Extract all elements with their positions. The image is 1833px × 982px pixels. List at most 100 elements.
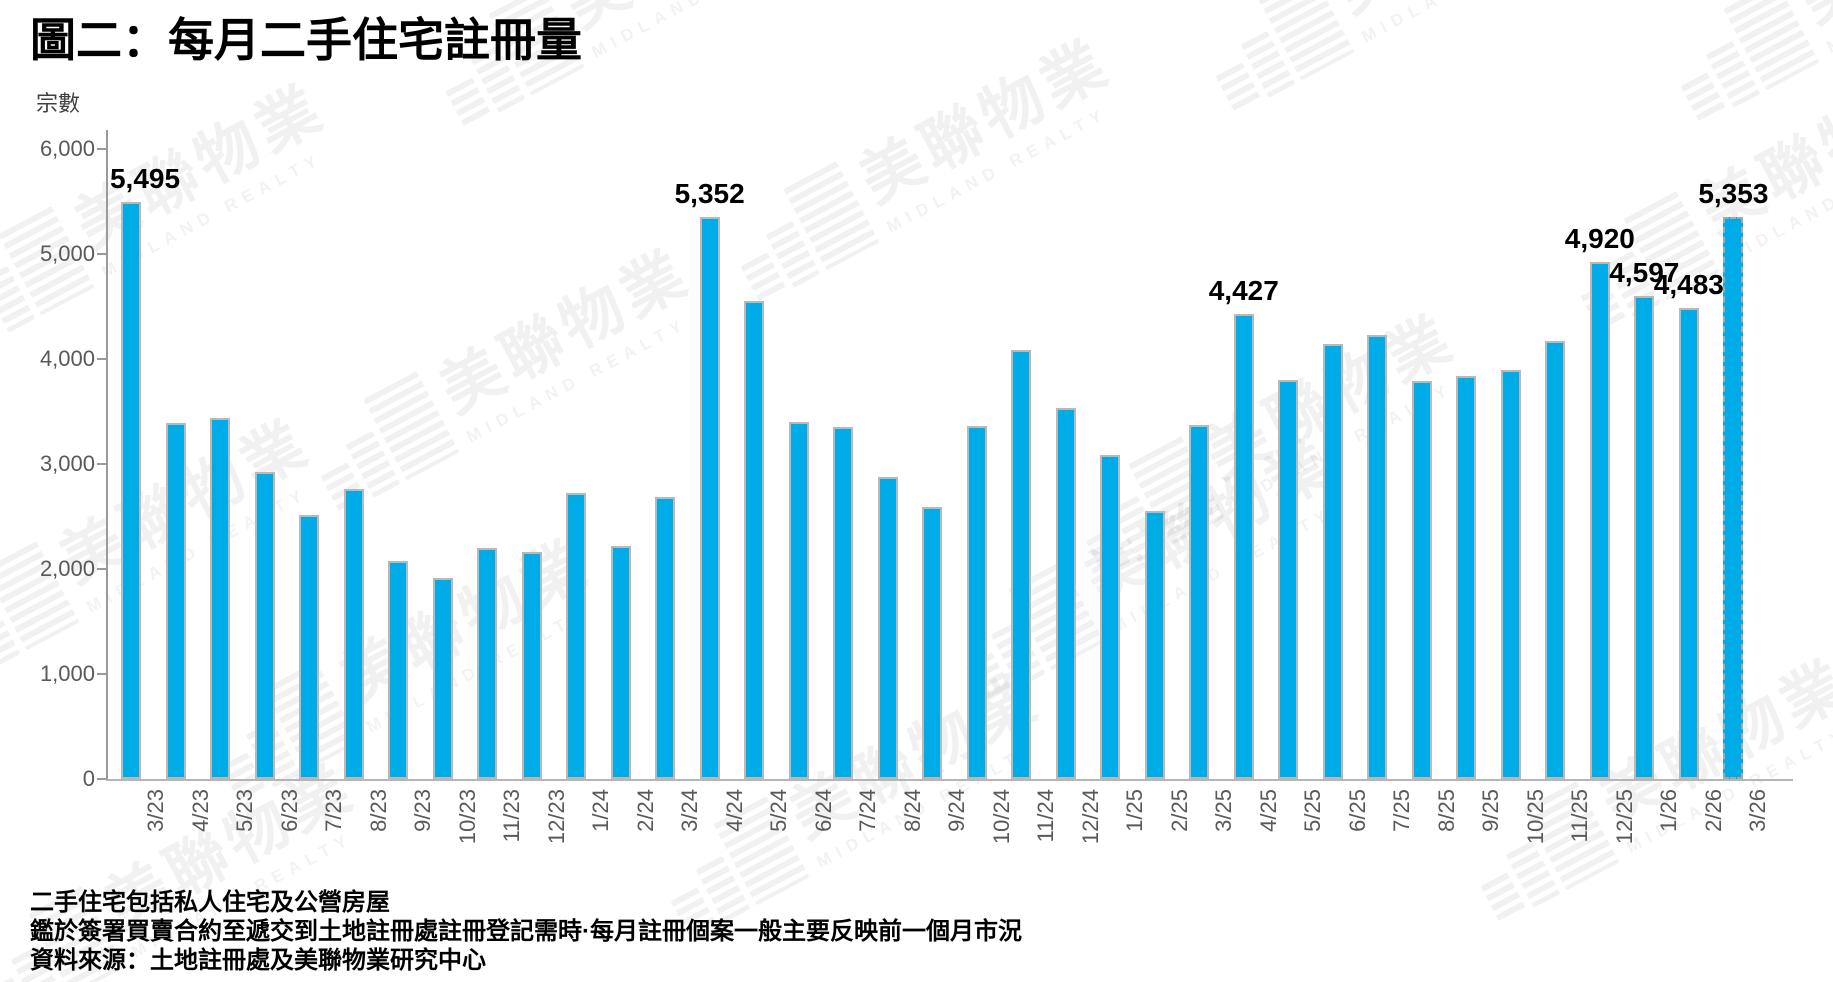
logo-stripe-block: [1505, 840, 1561, 908]
x-tick-label-1-25: 1/25: [1122, 789, 1148, 832]
x-tick-label-4-25: 4/25: [1255, 789, 1281, 832]
y-tick-label: 4,000: [39, 346, 95, 371]
logo-stripe-block: [0, 265, 36, 333]
bar-value-label-4-24: 5,352: [674, 178, 745, 210]
x-tick-label-10-23: 10/23: [454, 789, 480, 845]
x-tick-label-6-24: 6/24: [810, 789, 836, 832]
logo-stripe-block: [0, 600, 21, 668]
bar-1-26: [1634, 296, 1655, 779]
bar-3-25: [1189, 425, 1210, 779]
bar-12-25: [1589, 262, 1610, 779]
x-tick-label-8-24: 8/24: [899, 789, 925, 832]
x-tick-label-3-23: 3/23: [143, 789, 168, 832]
logo-stripe-block: [1480, 872, 1528, 926]
bar-4-25: [1233, 314, 1254, 779]
footnote-line-3: 資料來源：土地註冊處及美聯物業研究中心: [30, 947, 486, 974]
logo-stripe-block: [1705, 40, 1761, 108]
logo-stripe-block: [345, 430, 401, 498]
bar-6-24: [788, 422, 809, 779]
x-tick-label-12-24: 12/24: [1077, 789, 1103, 845]
x-axis-line: [106, 779, 1793, 781]
bar-value-label-2-26: 4,483: [1653, 269, 1724, 301]
x-tick-label-7-23: 7/23: [321, 789, 347, 832]
x-tick-label-3-26: 3/26: [1745, 789, 1771, 832]
watermark-text-zh: 美聯物業: [1689, 57, 1833, 247]
bar-10-23: [432, 578, 453, 779]
logo-stripe-block: [740, 252, 788, 306]
x-tick-label-7-25: 7/25: [1389, 789, 1415, 832]
bar-2-25: [1144, 511, 1165, 779]
bar-6-25: [1322, 344, 1343, 779]
bar-1-25: [1100, 454, 1121, 779]
y-axis-unit-label: 宗數: [36, 91, 81, 116]
x-tick-label-2-24: 2/24: [632, 789, 658, 832]
y-tick-mark: [97, 358, 106, 360]
bar-5-23: [210, 417, 231, 779]
x-tick-label-5-24: 5/24: [766, 789, 792, 832]
x-tick-label-8-23: 8/23: [365, 789, 391, 832]
bar-value-label-3-26: 5,353: [1698, 177, 1769, 209]
bar-3-26: [1723, 216, 1744, 779]
y-tick-label: 2,000: [39, 556, 95, 581]
x-tick-label-7-24: 7/24: [855, 789, 881, 832]
watermark-text-en: MIDLAND REALTY: [1823, 0, 1833, 57]
x-tick-label-5-25: 5/25: [1300, 789, 1326, 832]
midland-logo-icon: [1193, 0, 1355, 116]
x-tick-label-2-26: 2/26: [1700, 789, 1726, 832]
logo-stripe-block: [1215, 62, 1263, 116]
logo-stripe-block: [1128, 436, 1225, 546]
bar-7-23: [299, 515, 320, 779]
bar-7-24: [833, 427, 854, 779]
bar-value-label-1-26: 4,597: [1609, 257, 1680, 289]
x-tick-label-10-25: 10/25: [1522, 789, 1548, 845]
x-tick-label-4-23: 4/23: [187, 789, 213, 832]
bar-10-24: [966, 426, 987, 779]
x-tick-label-9-23: 9/23: [410, 789, 436, 832]
y-tick-label: 3,000: [39, 451, 95, 476]
y-tick-mark: [97, 463, 106, 465]
x-tick-label-8-25: 8/25: [1433, 789, 1459, 832]
bar-3-24: [655, 496, 676, 779]
x-tick-label-11-24: 11/24: [1033, 789, 1059, 843]
watermark-text-en: MIDLAND REALTY: [463, 313, 692, 447]
chart-title: 圖二：每月二手住宅註冊量: [30, 14, 582, 66]
logo-stripe-block: [765, 220, 821, 288]
y-tick-mark: [97, 148, 106, 150]
y-tick-mark: [97, 778, 106, 780]
watermark-text-zh: 美聯物業: [329, 527, 602, 717]
watermark-text-zh: 美聯物業: [429, 237, 702, 427]
bar-7-25: [1367, 334, 1388, 779]
logo-stripe-block: [0, 297, 3, 351]
logo-stripe-block: [1258, 0, 1355, 81]
bar-2-24: [610, 545, 631, 779]
x-tick-label-12-23: 12/23: [543, 789, 569, 845]
x-tick-label-1-24: 1/24: [588, 789, 614, 832]
x-tick-label-3-24: 3/24: [677, 789, 703, 832]
watermark-text-zh: 美聯物業: [554, 0, 827, 41]
x-tick-label-4-24: 4/24: [721, 789, 747, 832]
bar-8-25: [1411, 381, 1432, 779]
logo-stripe-block: [783, 161, 880, 271]
y-tick-label: 5,000: [39, 241, 95, 266]
bar-5-25: [1278, 380, 1299, 779]
bar-value-label-3-23: 5,495: [109, 163, 181, 195]
midland-logo-icon: [298, 371, 460, 516]
watermark-text-en: MIDLAND REALTY: [588, 0, 837, 62]
bar-9-23: [388, 560, 409, 779]
watermark-text-zh: 美聯物業: [849, 27, 1122, 217]
logo-stripe-block: [1240, 30, 1296, 98]
bar-6-23: [254, 472, 275, 779]
x-tick-label-1-26: 1/26: [1656, 789, 1682, 832]
watermark-text-en: MIDLAND REALTY: [883, 103, 1112, 237]
logo-stripe-block: [0, 977, 33, 982]
x-tick-label-3-25: 3/25: [1211, 789, 1237, 832]
bar-5-24: [744, 301, 765, 779]
y-axis-line: [106, 130, 108, 780]
